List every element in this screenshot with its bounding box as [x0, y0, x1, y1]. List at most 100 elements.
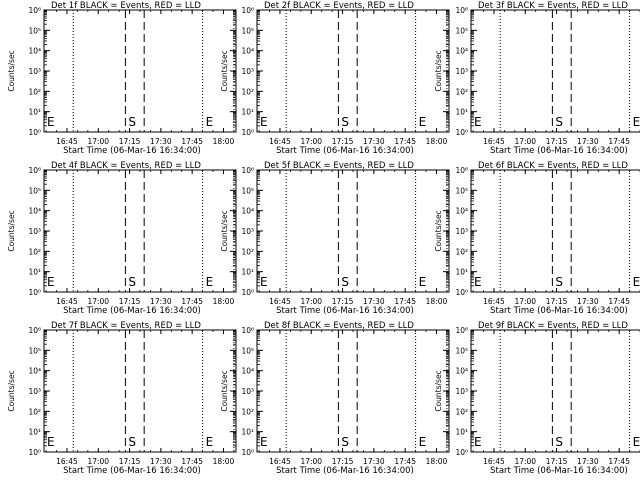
marker-label-e: E [419, 435, 427, 449]
marker-label-s: S [555, 115, 563, 129]
y-tick-label: 10³ [241, 387, 254, 396]
x-tick-label: 16:45 [269, 297, 291, 306]
x-axis-label: Start Time (06-Mar-16 16:34:00) [490, 306, 628, 316]
x-tick-label: 18:00 [213, 137, 235, 146]
marker-label-s: S [128, 275, 136, 289]
y-axis-label: Counts/sec [220, 210, 229, 251]
y-axis-label: Counts/sec [7, 210, 16, 251]
x-tick-label: 17:30 [150, 137, 172, 146]
y-tick-label: 10³ [28, 67, 41, 76]
x-axis-label: Start Time (06-Mar-16 16:34:00) [63, 146, 201, 156]
x-axis-label: Start Time (06-Mar-16 16:34:00) [276, 466, 414, 476]
y-tick-label: 10¹ [28, 108, 41, 117]
y-tick-label: 10¹ [455, 428, 468, 437]
x-tick-label: 17:00 [87, 297, 109, 306]
panel-title: Det 4f BLACK = Events, RED = LLD [51, 161, 201, 171]
detector-panel: Det 5f BLACK = Events, RED = LLD 10⁰ 10¹ 10… [220, 161, 450, 316]
x-tick-label: 17:00 [514, 457, 536, 466]
x-tick-label: 18:00 [213, 457, 235, 466]
y-tick-label: 10⁴ [241, 367, 254, 376]
x-tick-label: 17:15 [546, 137, 568, 146]
x-tick-label: 17:30 [150, 297, 172, 306]
marker-label-s: S [341, 435, 349, 449]
y-tick-label: 10¹ [28, 428, 41, 437]
x-tick-label: 17:15 [119, 297, 141, 306]
y-tick-label: 10⁴ [455, 207, 468, 216]
y-tick-label: 10⁵ [455, 26, 468, 35]
y-tick-label: 10³ [455, 227, 468, 236]
y-tick-label: 10⁵ [28, 346, 41, 355]
x-axis-label: Start Time (06-Mar-16 16:34:00) [63, 306, 201, 316]
x-tick-label: 17:45 [181, 137, 203, 146]
x-axis-label: Start Time (06-Mar-16 16:34:00) [490, 466, 628, 476]
marker-label-e: E [47, 275, 55, 289]
detector-panel: Det 1f BLACK = Events, RED = LLD 10⁰ 10¹ 10… [7, 1, 237, 156]
plot-frame [470, 9, 640, 133]
y-tick-label: 10² [28, 407, 41, 416]
x-axis-label: Start Time (06-Mar-16 16:34:00) [490, 146, 628, 156]
y-tick-label: 10⁶ [28, 166, 41, 175]
x-tick-label: 16:45 [56, 137, 78, 146]
x-axis-label: Start Time (06-Mar-16 16:34:00) [63, 466, 201, 476]
y-tick-label: 10³ [28, 387, 41, 396]
panel-title: Det 1f BLACK = Events, RED = LLD [51, 1, 201, 11]
y-tick-label: 10⁴ [241, 47, 254, 56]
y-axis-label: Counts/sec [7, 370, 16, 411]
marker-label-e: E [260, 115, 268, 129]
y-tick-label: 10³ [241, 227, 254, 236]
x-tick-label: 17:30 [363, 137, 385, 146]
marker-label-e: E [47, 115, 55, 129]
panel-title: Det 9f BLACK = Events, RED = LLD [478, 321, 628, 331]
y-tick-label: 10¹ [241, 108, 254, 117]
y-tick-label: 10⁰ [28, 128, 41, 137]
y-tick-label: 10¹ [455, 108, 468, 117]
x-tick-label: 17:45 [181, 297, 203, 306]
panel-title: Det 5f BLACK = Events, RED = LLD [264, 161, 414, 171]
y-tick-label: 10⁰ [455, 448, 468, 457]
y-tick-label: 10⁵ [28, 26, 41, 35]
y-tick-label: 10⁴ [28, 47, 41, 56]
x-axis-label: Start Time (06-Mar-16 16:34:00) [276, 146, 414, 156]
x-tick-label: 17:30 [363, 297, 385, 306]
x-tick-label: 17:15 [119, 137, 141, 146]
y-tick-label: 10⁶ [455, 166, 468, 175]
plot-frame [470, 169, 640, 293]
marker-label-e: E [206, 275, 214, 289]
marker-label-e: E [633, 115, 640, 129]
y-axis-label: Counts/sec [7, 50, 16, 91]
y-tick-label: 10³ [241, 67, 254, 76]
x-tick-label: 17:15 [332, 457, 354, 466]
y-tick-label: 10¹ [241, 428, 254, 437]
y-axis-label: Counts/sec [434, 210, 443, 251]
y-tick-label: 10⁵ [28, 186, 41, 195]
x-tick-label: 16:45 [483, 457, 505, 466]
x-tick-label: 17:15 [546, 457, 568, 466]
x-tick-label: 17:00 [300, 137, 322, 146]
y-tick-label: 10⁶ [455, 6, 468, 15]
x-tick-label: 17:30 [150, 457, 172, 466]
x-tick-label: 17:45 [394, 137, 416, 146]
x-tick-label: 16:45 [483, 297, 505, 306]
y-tick-label: 10⁰ [241, 448, 254, 457]
x-tick-label: 16:45 [269, 457, 291, 466]
x-tick-label: 17:00 [87, 457, 109, 466]
plot-frame [470, 329, 640, 453]
y-tick-label: 10⁰ [241, 128, 254, 137]
y-tick-label: 10⁶ [241, 6, 254, 15]
x-tick-label: 18:00 [426, 297, 448, 306]
y-tick-label: 10⁴ [241, 207, 254, 216]
y-tick-label: 10⁶ [241, 166, 254, 175]
detector-panel: Det 7f BLACK = Events, RED = LLD 10⁰ 10¹ 10… [7, 321, 237, 476]
x-tick-label: 17:15 [546, 297, 568, 306]
x-tick-label: 16:45 [56, 457, 78, 466]
marker-label-s: S [555, 435, 563, 449]
marker-label-s: S [128, 435, 136, 449]
x-tick-label: 16:45 [269, 137, 291, 146]
y-tick-label: 10¹ [28, 268, 41, 277]
marker-label-e: E [633, 275, 640, 289]
marker-label-e: E [206, 435, 214, 449]
x-tick-label: 17:30 [577, 457, 599, 466]
x-tick-label: 16:45 [56, 297, 78, 306]
y-tick-label: 10³ [28, 227, 41, 236]
marker-label-e: E [419, 115, 427, 129]
